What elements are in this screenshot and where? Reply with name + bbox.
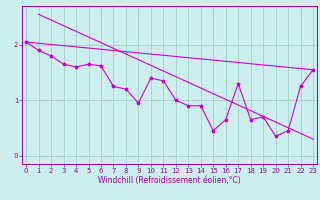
X-axis label: Windchill (Refroidissement éolien,°C): Windchill (Refroidissement éolien,°C) xyxy=(98,176,241,185)
